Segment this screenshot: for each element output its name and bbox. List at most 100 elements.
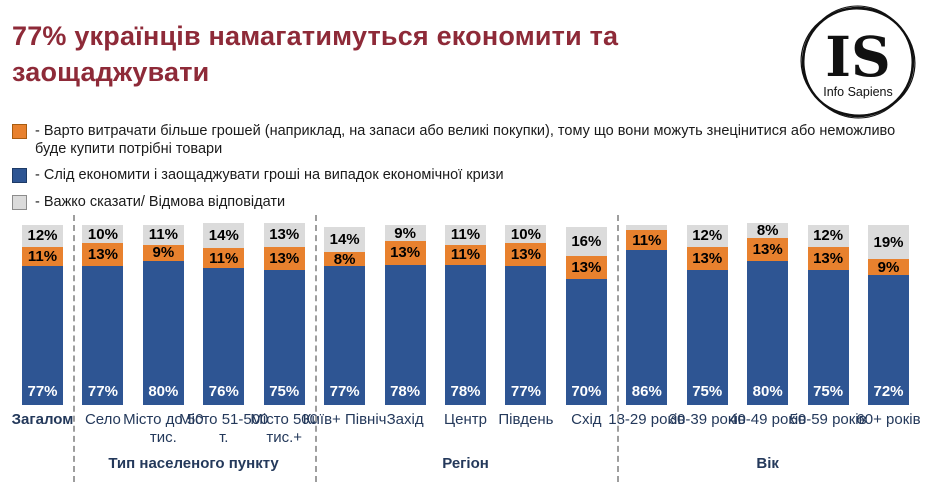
group-separator [315, 215, 318, 482]
value-label-gray: 16% [571, 232, 602, 250]
category-label: Центр [444, 411, 487, 428]
legend-label: - Слід економити і заощаджувати гроші на… [35, 167, 504, 184]
bar-segment-orange: 13% [505, 243, 547, 267]
value-label-blue: 72% [873, 382, 904, 400]
value-label-blue: 75% [269, 382, 300, 400]
bar-segment-blue: 77% [505, 266, 547, 405]
value-label-gray: 11% [450, 226, 481, 244]
bar-segment-blue: 86% [626, 250, 668, 405]
group-label: Вік [756, 455, 779, 472]
value-label-blue: 70% [571, 383, 602, 400]
bar-segment-orange: 9% [142, 244, 184, 261]
group-separator [73, 215, 76, 482]
category-label: 40-49 років [729, 411, 807, 428]
bar-segment-gray: 8% [747, 221, 789, 239]
category-label: 30-39 років [668, 411, 746, 428]
bar-segment-orange: 9% [868, 258, 910, 276]
chart: 12% 11% 77% Загалом 10% 13% 77% Село 11% 9% 80% Міс… [0, 215, 927, 482]
info-sapiens-logo: IS Info Sapiens [792, 3, 924, 121]
value-label-blue: 86% [631, 382, 662, 400]
category-label: Захід [386, 411, 424, 428]
category-label: Село [84, 411, 121, 428]
category-label: Загалом [11, 411, 74, 428]
bar-segment-gray: 10% [505, 225, 547, 243]
value-label-orange: 11% [450, 246, 481, 264]
bar-segment-blue: 77% [324, 266, 366, 405]
value-label-orange: 13% [390, 244, 421, 262]
bar-segment-gray: 16% [565, 226, 607, 256]
bar-segment-orange: 13% [82, 243, 124, 267]
category-label: 60+ років [856, 411, 921, 428]
bar-segment-orange: 11% [22, 246, 63, 267]
category-label: Схід [571, 411, 602, 428]
bar-segment-blue: 70% [565, 279, 607, 405]
stacked-bar: 10% 13% 77% [82, 225, 124, 405]
group-label: Тип населеного пункту [108, 455, 279, 472]
bar-segment-blue: 75% [263, 269, 305, 405]
bar-segment-orange: 8% [324, 250, 366, 268]
bar-segment-gray: 14% [324, 226, 366, 252]
value-label-gray: 8% [756, 221, 779, 239]
category-label: Київ+ Північ [302, 411, 387, 428]
stacked-bar: 11% 11% 78% [445, 225, 486, 405]
bar-segment-gray: 13% [263, 223, 305, 247]
legend-swatch-orange-icon [12, 124, 27, 139]
bar-segment-gray: 19% [868, 225, 910, 260]
legend-item-spend-more: - Варто витрачати більше грошей (наприкл… [12, 123, 917, 158]
bar-segment-gray: 10% [82, 225, 124, 243]
value-label-blue: 80% [148, 382, 179, 400]
logo-name: Info Sapiens [823, 85, 893, 99]
value-label-blue: 77% [87, 382, 118, 400]
stacked-bar: 14% 8% 77% [324, 226, 366, 405]
bar-segment-gray: 12% [22, 225, 63, 247]
legend-label: - Варто витрачати більше грошей (наприкл… [35, 123, 896, 157]
value-label-gray: 14% [208, 227, 239, 245]
category-label: 50-59 років [789, 411, 867, 428]
value-label-orange: 11% [27, 247, 58, 265]
bar-segment-blue: 72% [868, 275, 910, 405]
page-title: 77% українців намагатимуться економити т… [12, 21, 619, 88]
value-label-gray: 11% [148, 226, 178, 244]
bar-segment-orange: 13% [565, 255, 607, 279]
value-label-blue: 77% [27, 382, 58, 400]
value-label-gray: 19% [873, 233, 904, 251]
logo-initials: IS [825, 24, 890, 89]
legend-item-hard-to-say: - Важко сказати/ Відмова відповідати [12, 194, 917, 212]
value-label-gray: 12% [27, 227, 58, 245]
value-label-orange: 9% [877, 258, 900, 276]
bar-segment-orange: 13% [384, 241, 426, 265]
value-label-orange: 13% [510, 246, 541, 264]
value-label-gray: 12% [692, 227, 723, 245]
bar-segment-blue: 76% [203, 268, 245, 405]
value-label-blue: 76% [208, 382, 239, 400]
value-label-orange: 8% [333, 250, 356, 268]
bar-segment-orange: 13% [263, 246, 305, 270]
value-label-gray: 10% [510, 225, 541, 243]
bar-segment-orange: 13% [686, 246, 728, 270]
bar-segment-gray: 12% [807, 225, 849, 247]
bar-segment-blue: 75% [686, 269, 728, 405]
value-label-gray: 14% [329, 230, 360, 248]
bar-segment-gray: 11% [142, 225, 184, 245]
stacked-bar: 12% 13% 75% [686, 225, 728, 405]
legend-swatch-blue-icon [12, 168, 27, 184]
stacked-bar: 11% 86% [626, 225, 668, 405]
legend-swatch-gray-icon [12, 195, 27, 211]
value-label-blue: 78% [450, 382, 481, 400]
stacked-bar: 11% 9% 80% [142, 225, 184, 405]
stacked-bar: 19% 9% 72% [868, 225, 910, 405]
stacked-bar: 12% 11% 77% [22, 225, 63, 405]
value-label-gray: 13% [269, 226, 300, 244]
bar-segment-gray: 11% [445, 225, 486, 245]
bar-segment-orange: 11% [445, 244, 486, 265]
stacked-bar: 13% 13% 75% [263, 223, 305, 405]
value-label-orange: 11% [209, 249, 239, 267]
category-label: Місто до 50 тис. [123, 411, 204, 447]
bar-segment-gray: 9% [384, 225, 426, 242]
bar-segment-blue: 78% [445, 264, 486, 405]
bar-segment-orange: 13% [807, 246, 849, 270]
legend-label: - Важко сказати/ Відмова відповідати [35, 194, 286, 211]
legend: - Варто витрачати більше грошей (наприкл… [12, 123, 917, 212]
value-label-orange: 13% [571, 258, 602, 276]
